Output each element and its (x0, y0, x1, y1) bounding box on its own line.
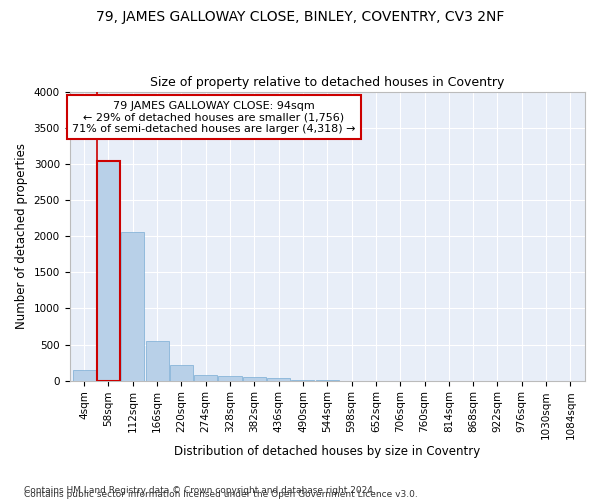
Text: 79 JAMES GALLOWAY CLOSE: 94sqm
← 29% of detached houses are smaller (1,756)
71% : 79 JAMES GALLOWAY CLOSE: 94sqm ← 29% of … (72, 100, 356, 134)
Bar (243, 378, 266, 380)
Bar (73, 370, 95, 380)
Bar (218, 376, 242, 380)
Text: Contains public sector information licensed under the Open Government Licence v3: Contains public sector information licen… (24, 490, 418, 499)
Bar (170, 365, 193, 380)
Text: 79, JAMES GALLOWAY CLOSE, BINLEY, COVENTRY, CV3 2NF: 79, JAMES GALLOWAY CLOSE, BINLEY, COVENT… (96, 10, 504, 24)
Bar (121, 232, 144, 380)
Bar (267, 378, 290, 380)
Bar (97, 160, 120, 380)
Y-axis label: Number of detached properties: Number of detached properties (15, 144, 28, 330)
X-axis label: Distribution of detached houses by size in Coventry: Distribution of detached houses by size … (174, 444, 481, 458)
Title: Size of property relative to detached houses in Coventry: Size of property relative to detached ho… (150, 76, 505, 90)
Bar (194, 375, 217, 380)
Text: Contains HM Land Registry data © Crown copyright and database right 2024.: Contains HM Land Registry data © Crown c… (24, 486, 376, 495)
Bar (146, 341, 169, 380)
